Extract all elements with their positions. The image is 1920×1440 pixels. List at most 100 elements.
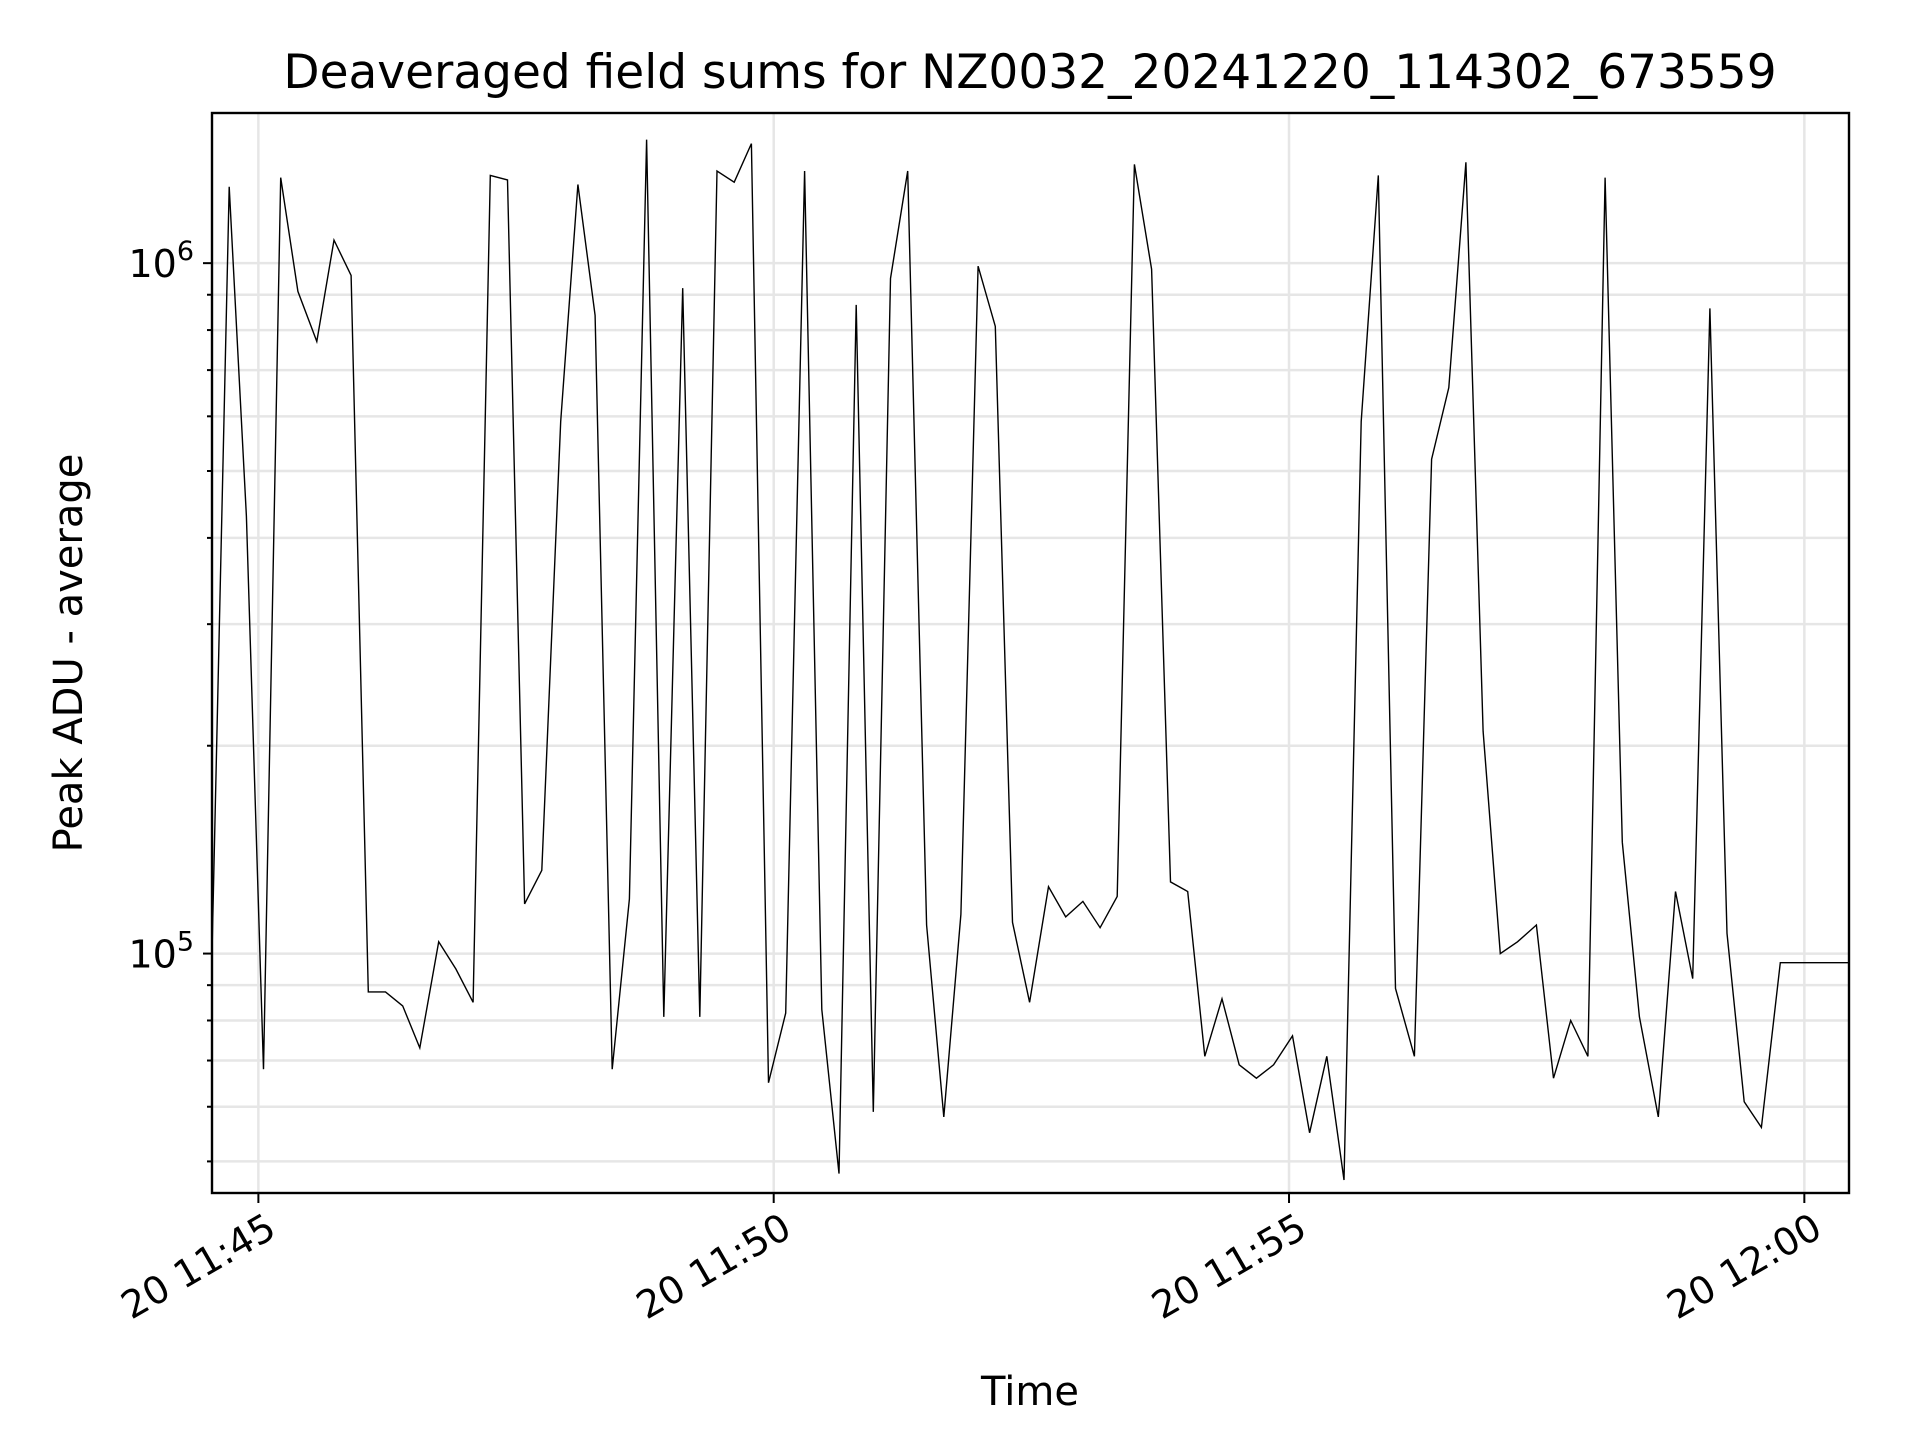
data-point	[924, 922, 929, 927]
data-point	[680, 286, 685, 291]
data-point	[1220, 996, 1225, 1001]
data-point	[1778, 960, 1783, 965]
data-point	[1551, 1076, 1556, 1081]
data-point	[453, 966, 458, 971]
y-tick-label: 105	[128, 927, 194, 977]
data-point	[1063, 914, 1068, 919]
data-point	[1098, 925, 1103, 930]
data-point	[1132, 162, 1137, 167]
data-point	[888, 276, 893, 281]
data-point	[1359, 419, 1364, 424]
data-point	[227, 184, 232, 189]
data-point	[732, 180, 737, 185]
data-point	[1463, 160, 1468, 165]
data-point	[993, 324, 998, 329]
data-point	[1168, 879, 1173, 884]
series-layer	[211, 137, 1849, 1182]
data-point	[593, 313, 598, 318]
data-point	[661, 1014, 666, 1019]
data-point	[1515, 939, 1520, 944]
data-point	[278, 175, 283, 180]
data-point	[1046, 884, 1051, 889]
data-point	[505, 177, 510, 182]
data-point	[1324, 1054, 1329, 1059]
data-point	[1690, 976, 1695, 981]
data-point	[1673, 889, 1678, 894]
plot-frame	[210, 111, 1851, 1195]
data-point	[697, 1014, 702, 1019]
data-point	[1725, 931, 1730, 936]
data-point	[941, 1114, 946, 1119]
data-point	[1498, 951, 1503, 956]
data-point	[644, 137, 649, 142]
data-point	[314, 339, 319, 344]
data-point	[802, 168, 807, 173]
data-point	[539, 868, 544, 873]
data-point	[295, 289, 300, 294]
data-point	[766, 1080, 771, 1085]
data-point	[1010, 920, 1015, 925]
data-point	[575, 182, 580, 187]
data-point	[383, 989, 388, 994]
data-point	[436, 939, 441, 944]
y-axis-label: Peak ADU - average	[46, 454, 92, 853]
data-point	[715, 168, 720, 173]
data-point	[1393, 986, 1398, 991]
data-point	[1185, 889, 1190, 894]
data-point	[1568, 1018, 1573, 1023]
data-point	[1446, 385, 1451, 390]
data-point	[471, 1000, 476, 1005]
data-point	[261, 1067, 266, 1072]
data-point	[1271, 1062, 1276, 1067]
data-point	[1534, 922, 1539, 927]
data-point	[783, 1011, 788, 1016]
data-point	[1795, 960, 1800, 965]
data-point	[1481, 729, 1486, 734]
data-point	[749, 141, 754, 146]
data-point	[1603, 175, 1608, 180]
data-point	[836, 1171, 841, 1176]
data-point	[976, 264, 981, 269]
data-point	[1429, 457, 1434, 462]
data-point	[610, 1067, 615, 1072]
data-point	[558, 419, 563, 424]
data-point	[1290, 1033, 1295, 1038]
data-point	[400, 1003, 405, 1008]
data-point	[1637, 1014, 1642, 1019]
data-point	[1080, 899, 1085, 904]
data-point	[1237, 1062, 1242, 1067]
x-axis-label: Time	[980, 1369, 1079, 1415]
data-point	[627, 896, 632, 901]
data-point	[488, 173, 493, 178]
data-point	[958, 912, 963, 917]
data-point	[819, 1007, 824, 1012]
data-point	[1707, 306, 1712, 311]
data-point	[349, 273, 354, 278]
data-point	[522, 901, 527, 906]
data-point	[417, 1045, 422, 1050]
data-point	[1376, 173, 1381, 178]
data-point	[1115, 894, 1120, 899]
data-point	[871, 1109, 876, 1114]
data-point	[331, 238, 336, 243]
data-point	[1620, 840, 1625, 845]
data-point	[1149, 267, 1154, 272]
data-point	[905, 168, 910, 173]
data-point	[1254, 1076, 1259, 1081]
data-point	[1742, 1099, 1747, 1104]
data-point	[1585, 1054, 1590, 1059]
data-point	[1412, 1054, 1417, 1059]
data-point	[1307, 1130, 1312, 1135]
data-point	[1759, 1125, 1764, 1130]
series-line-0	[211, 139, 1849, 1181]
data-point	[1341, 1177, 1346, 1182]
y-tick-label: 106	[128, 236, 194, 286]
data-point	[1027, 1000, 1032, 1005]
data-point	[244, 514, 249, 519]
data-point	[854, 302, 859, 307]
data-point	[366, 989, 371, 994]
data-point	[1202, 1054, 1207, 1059]
data-point	[1656, 1114, 1661, 1119]
